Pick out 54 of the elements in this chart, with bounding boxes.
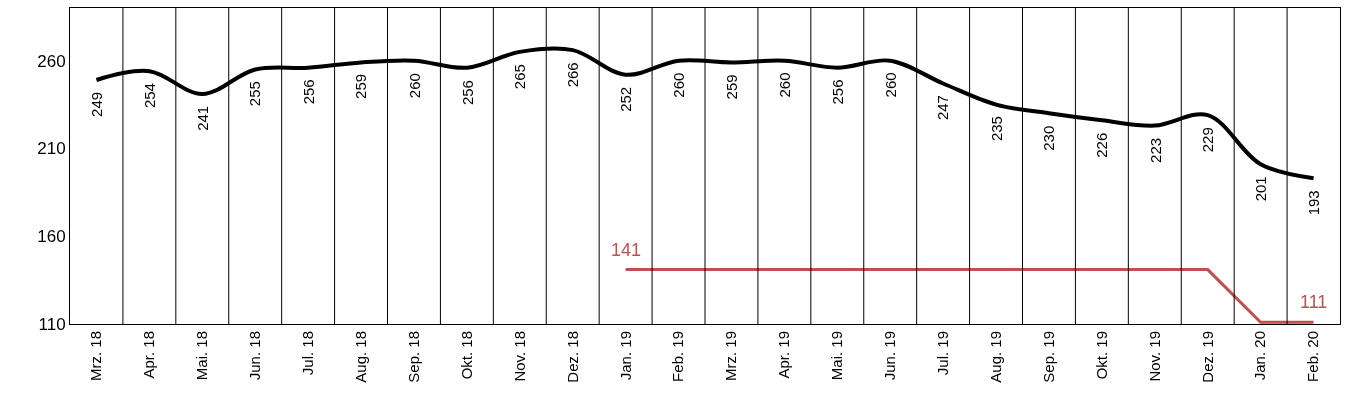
- data-label: 260: [882, 72, 900, 98]
- data-label: 256: [829, 79, 847, 105]
- data-label: 256: [458, 80, 476, 106]
- x-tick-label: Sep. 18: [404, 331, 422, 383]
- x-tick-label: Feb. 20: [1304, 331, 1322, 382]
- data-label: 254: [140, 83, 158, 109]
- data-label: 111: [1300, 292, 1328, 312]
- x-tick-label: Mai. 18: [193, 331, 211, 381]
- data-label: 226: [1093, 132, 1111, 158]
- x-tick-label: Mrz. 18: [87, 331, 105, 382]
- x-tick-label: Okt. 18: [457, 331, 475, 380]
- data-label: 259: [352, 73, 370, 99]
- y-tick-label: 210: [37, 139, 66, 159]
- data-label: 266: [564, 62, 582, 88]
- x-tick-label: Dez. 19: [1198, 331, 1216, 383]
- x-tick-label: Apr. 19: [775, 331, 793, 379]
- x-tick-label: Sep. 19: [1039, 331, 1057, 383]
- data-label: 259: [722, 74, 740, 100]
- x-tick-label: Mai. 19: [828, 331, 846, 381]
- data-label: 229: [1199, 127, 1217, 153]
- x-tick-label: Dez. 18: [563, 331, 581, 383]
- x-tick-label: Okt. 19: [1092, 331, 1110, 380]
- y-tick-label: 260: [37, 51, 66, 71]
- data-label: 260: [670, 72, 688, 98]
- x-tick-label: Mrz. 19: [722, 331, 740, 382]
- x-tick-label: Jul. 19: [934, 331, 952, 376]
- data-label: 230: [1040, 125, 1058, 151]
- data-label: 256: [299, 79, 317, 105]
- x-tick-label: Nov. 19: [1145, 331, 1163, 382]
- x-tick-label: Aug. 18: [351, 331, 369, 383]
- x-tick-label: Feb. 19: [669, 331, 687, 382]
- x-tick-label: Jun. 19: [881, 331, 899, 381]
- data-label: 201: [1251, 176, 1269, 202]
- data-label: 193: [1304, 190, 1322, 216]
- data-label: 141: [611, 240, 642, 260]
- y-tick-label: 160: [37, 227, 66, 247]
- data-label: 265: [511, 64, 529, 90]
- x-tick-label: Jan. 19: [616, 331, 634, 381]
- data-label: 255: [246, 81, 264, 107]
- x-tick-label: Apr. 18: [140, 331, 158, 379]
- x-tick-label: Jun. 18: [246, 331, 264, 381]
- data-label: 260: [776, 72, 794, 98]
- data-label: 241: [193, 105, 211, 131]
- data-label: 247: [934, 95, 952, 121]
- x-tick-label: Jan. 20: [1251, 331, 1269, 381]
- data-label: 235: [987, 116, 1005, 142]
- data-label: 252: [617, 86, 635, 112]
- y-tick-label: 110: [38, 314, 66, 334]
- x-tick-label: Aug. 19: [986, 331, 1004, 383]
- data-label: 260: [405, 73, 423, 99]
- x-tick-label: Jul. 18: [299, 331, 317, 376]
- x-tick-label: Nov. 18: [510, 331, 528, 382]
- data-label: 223: [1146, 137, 1164, 163]
- data-label: 249: [87, 91, 105, 117]
